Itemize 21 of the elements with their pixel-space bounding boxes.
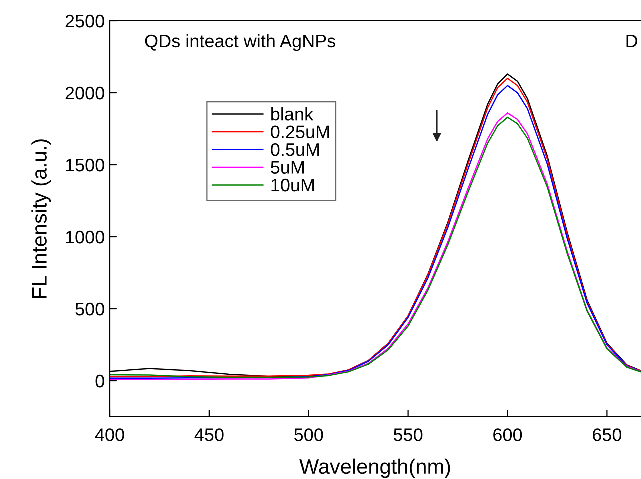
x-tick-label: 550 [394,428,423,442]
x-tick-label: 500 [294,428,324,442]
legend-label: blank [272,108,314,121]
y-tick-label: 1500 [66,158,104,172]
legend-label: 0.25uM [271,126,330,139]
x-tick-label: 600 [494,428,522,442]
x-axis-title: Wavelength(nm) [300,458,450,478]
y-tick-label: 2000 [66,86,104,100]
x-tick-label: 400 [95,428,124,442]
y-tick-label: 500 [76,302,104,316]
y-tick-label: 2500 [66,14,104,28]
y-tick-label: 1000 [66,230,104,244]
annotation: D [626,35,638,48]
legend-label: 10uM [272,178,314,192]
annotation: QDs inteact with AgNPs [145,34,336,52]
x-tick-label: 450 [194,428,224,442]
x-tick-label: 650 [593,428,622,442]
y-tick-label: 0 [96,374,104,388]
legend-label: 5uM [271,161,304,174]
legend-label: 0.5uM [271,143,320,156]
y-axis-title: FL Intensity (a.u.) [32,140,52,298]
